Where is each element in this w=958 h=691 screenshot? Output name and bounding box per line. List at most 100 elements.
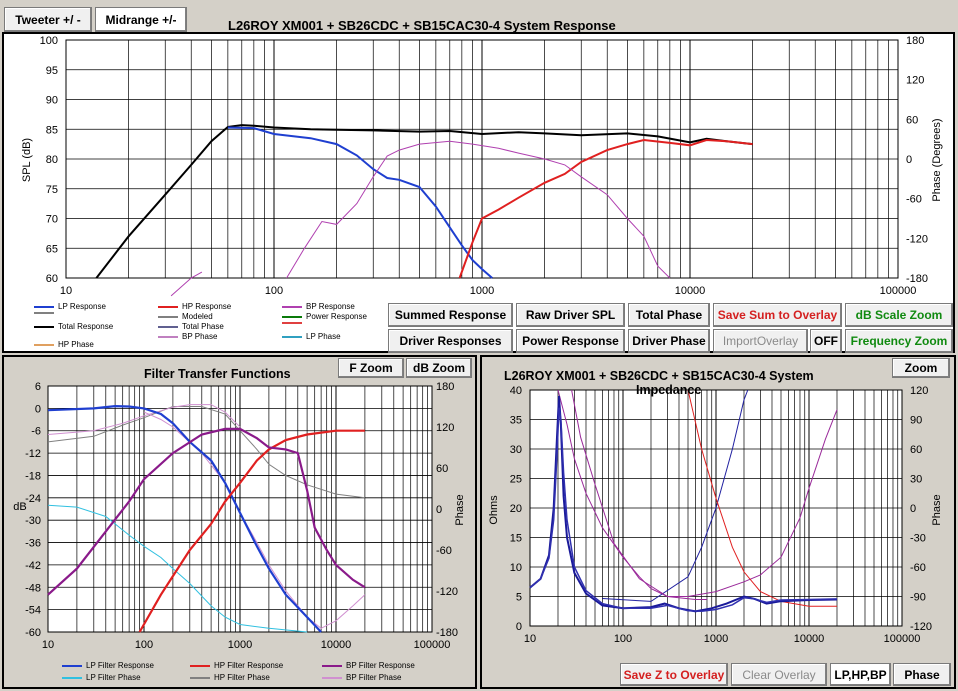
frequency-zoom-button[interactable]: Frequency Zoom <box>845 329 953 353</box>
impedance-y-tick-label: 30 <box>510 444 522 456</box>
impedance-phase-purple <box>557 389 838 597</box>
top-x-tick-label: 100000 <box>880 285 917 297</box>
filter-y2-axis-label: Phase <box>454 494 466 525</box>
db-zoom-button[interactable]: dB Zoom <box>406 358 472 378</box>
driver-phase-button[interactable]: Driver Phase <box>628 329 710 353</box>
legend-item: BP Response <box>282 302 355 311</box>
impedance-y2-tick-label: -120 <box>910 621 932 633</box>
legend-label: HP Filter Response <box>214 661 284 670</box>
power-response-button[interactable]: Power Response <box>516 329 625 353</box>
legend-label: LP Filter Phase <box>86 673 141 682</box>
legend-label: Modeled <box>182 312 213 321</box>
legend-swatch <box>282 305 302 308</box>
legend-swatch <box>190 676 210 679</box>
impedance-y2-tick-label: 120 <box>910 385 928 397</box>
top-y2-tick-label: 0 <box>906 154 912 166</box>
legend-swatch <box>34 305 54 308</box>
impedance-y-tick-label: 40 <box>510 385 522 397</box>
legend-item: HP Filter Phase <box>190 673 270 682</box>
impedance-x-tick-label: 10 <box>524 633 536 645</box>
bp-phase-tail <box>170 271 203 297</box>
top-y2-tick-label: -120 <box>906 233 928 245</box>
impedance-y-tick-label: 35 <box>510 415 522 427</box>
legend-item: LP Response <box>34 302 106 311</box>
filter-y-tick-label: -30 <box>25 515 41 527</box>
zoom-button[interactable]: Zoom <box>892 358 950 378</box>
impedance-y-tick-label: 0 <box>516 621 522 633</box>
filter-y-tick-label: -42 <box>25 560 41 572</box>
legend-swatch <box>322 664 342 667</box>
legend-item: LP Filter Response <box>62 661 154 670</box>
top-chart-area <box>65 39 899 297</box>
filter-y-tick-label: -36 <box>25 538 41 550</box>
legend-swatch <box>190 664 210 667</box>
midrange-tab[interactable]: Midrange +/- <box>95 7 187 32</box>
legend-label: HP Response <box>182 302 232 311</box>
impedance-y2-tick-label: 0 <box>910 503 916 515</box>
phase-button[interactable]: Phase <box>893 663 951 686</box>
impedance-y2-tick-label: 60 <box>910 444 922 456</box>
filter-y2-tick-label: -120 <box>436 586 458 598</box>
filter-y2-tick-labels: 180 120 60 0 -60 -120 -180 <box>436 381 458 639</box>
filter-y2-tick-label: 180 <box>436 381 454 393</box>
impedance-phase-red <box>687 389 837 607</box>
total-phase-button[interactable]: Total Phase <box>628 303 710 327</box>
top-x-tick-label: 10 <box>60 285 72 297</box>
driver-responses-button[interactable]: Driver Responses <box>388 329 513 353</box>
legend-label: LP Phase <box>306 332 341 341</box>
import-overlay-button[interactable]: ImportOverlay <box>713 329 808 353</box>
hp-filter-response-curve <box>138 429 365 633</box>
filter-chart-title: Filter Transfer Functions <box>144 367 291 381</box>
legend-label: HP Phase <box>58 340 94 349</box>
filter-y-tick-label: -48 <box>25 582 41 594</box>
filter-y2-tick-label: 120 <box>436 422 454 434</box>
raw-driver-spl-button[interactable]: Raw Driver SPL <box>516 303 625 327</box>
impedance-x-tick-label: 100000 <box>884 633 921 645</box>
summed-response-button[interactable]: Summed Response <box>388 303 513 327</box>
lp-hp-bp-button[interactable]: LP,HP,BP <box>830 663 891 686</box>
legend-item: HP Phase <box>34 340 94 349</box>
impedance-y-tick-label: 15 <box>510 533 522 545</box>
legend-item: Power Response <box>282 312 367 321</box>
legend-item: BP Phase <box>158 332 217 341</box>
legend-label: Total Phase <box>182 322 224 331</box>
filter-x-tick-label: 1000 <box>228 639 252 651</box>
db-scale-zoom-button[interactable]: dB Scale Zoom <box>845 303 953 327</box>
impedance-x-tick-label: 10000 <box>794 633 825 645</box>
total-response-curve <box>95 124 753 279</box>
filter-x-tick-label: 100 <box>135 639 153 651</box>
top-y2-tick-labels: 180 120 60 0 -60 -120 -180 <box>906 35 928 285</box>
impedance-x-tick-label: 1000 <box>704 633 728 645</box>
tweeter-tab[interactable]: Tweeter +/ - <box>4 7 92 32</box>
filter-y-tick-labels: 6 0 -6 -12 -18 -24 -30 -36 -42 -48 -54 -60 <box>25 381 41 639</box>
impedance-y-tick-labels: 40 35 30 25 20 15 10 5 0 <box>510 385 522 633</box>
top-y-tick-labels: 100 95 90 85 80 75 70 65 60 <box>40 35 58 285</box>
legend-item <box>34 312 58 314</box>
impedance-y-axis-label: Ohms <box>488 495 500 525</box>
filter-transfer-panel <box>2 355 477 689</box>
legend-swatch <box>282 322 302 324</box>
filter-y2-tick-label: 0 <box>436 504 442 516</box>
off-button[interactable]: OFF <box>810 329 842 353</box>
save-sum-to-overlay-button[interactable]: Save Sum to Overlay <box>713 303 842 327</box>
legend-label: BP Filter Phase <box>346 673 402 682</box>
save-z-to-overlay-button[interactable]: Save Z to Overlay <box>620 663 728 686</box>
bp-filter-phase-curve <box>143 411 366 629</box>
top-y-tick-label: 90 <box>46 95 58 107</box>
f-zoom-button[interactable]: F Zoom <box>338 358 404 378</box>
top-x-tick-label: 100 <box>265 285 283 297</box>
filter-y-tick-label: -24 <box>25 493 41 505</box>
legend-label: BP Response <box>306 302 355 311</box>
top-y2-tick-label: 120 <box>906 75 924 87</box>
clear-overlay-button[interactable]: Clear Overlay <box>731 663 827 686</box>
filter-y-tick-label: -18 <box>25 470 41 482</box>
legend-item: LP Filter Phase <box>62 673 141 682</box>
top-y-tick-label: 65 <box>46 243 58 255</box>
impedance-y2-tick-labels: 120 90 60 30 0 -30 -60 -90 -120 <box>910 385 932 633</box>
system-response-title-text: L26ROY XM001 + SB26CDC + SB15CAC30-4 Sys… <box>228 18 616 33</box>
filter-y-tick-label: -6 <box>31 426 41 438</box>
top-y-tick-label: 95 <box>46 65 58 77</box>
top-x-tick-labels: 10 100 1000 10000 100000 <box>60 285 916 297</box>
lp-response-curve <box>227 126 493 279</box>
legend-item: Total Response <box>34 322 113 331</box>
